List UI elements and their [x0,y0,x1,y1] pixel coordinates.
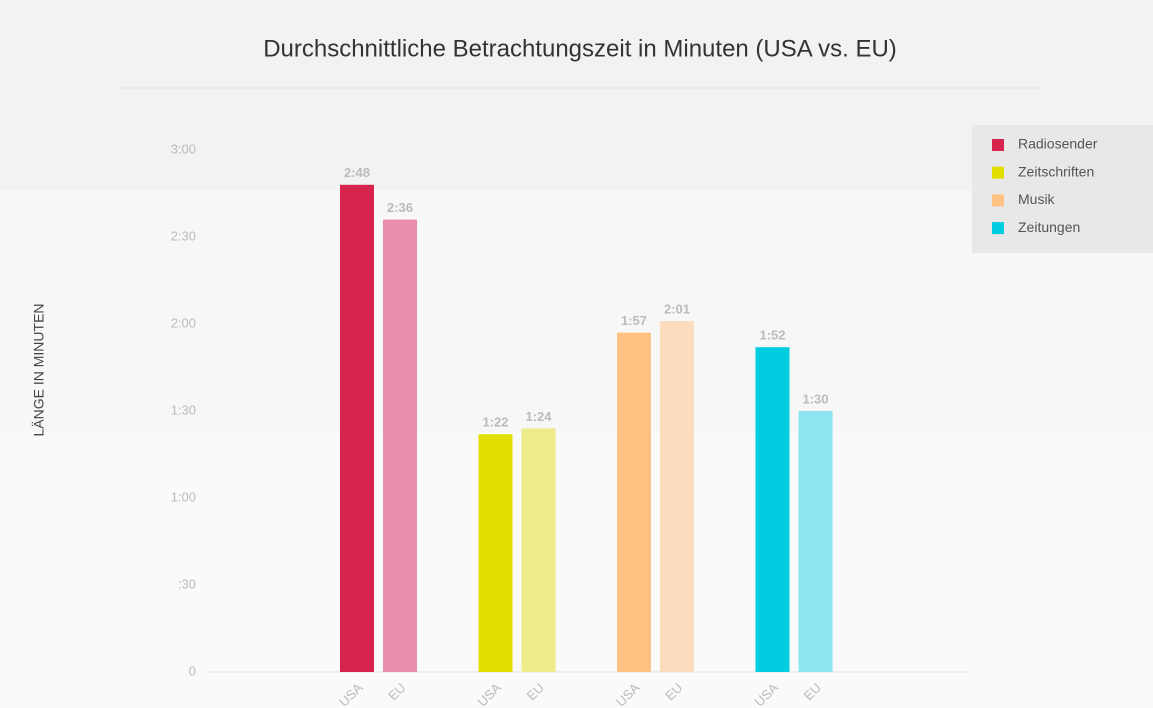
bar [478,434,513,672]
y-axis-label: LÄNGE IN MINUTEN [31,303,47,436]
bar [521,428,556,672]
legend-swatch [992,166,1004,179]
y-tick-label: 2:00 [171,315,196,330]
value-label: 2:36 [387,200,413,215]
legend-swatch [992,222,1004,235]
value-label: 2:48 [344,165,370,180]
legend-swatch [992,139,1004,151]
bg-band [0,190,1153,432]
bar [660,321,694,672]
bar [340,184,374,673]
bar [617,332,651,672]
y-tick-label: 3:00 [171,141,196,156]
y-tick-label: 1:30 [171,402,196,417]
legend-label: Musik [1018,191,1056,207]
legend-label: Radiosender [1018,136,1098,152]
bar [383,219,417,672]
value-label: 1:30 [802,391,828,406]
bg-band [0,432,1153,708]
bar [755,347,790,672]
legend-label: Zeitungen [1018,219,1080,235]
legend-swatch [992,194,1004,207]
legend-label: Zeitschriften [1018,163,1094,179]
y-tick-label: :30 [178,576,196,591]
chart-title: Durchschnittliche Betrachtungszeit in Mi… [263,35,897,62]
y-tick-label: 1:00 [171,489,196,504]
value-label: 1:52 [759,328,785,343]
y-tick-label: 2:30 [171,228,196,243]
value-label: 2:01 [664,302,690,317]
value-label: 1:24 [525,409,552,424]
y-tick-label: 0 [189,663,196,678]
bar [798,411,833,672]
value-label: 1:57 [621,313,647,328]
bg-band [0,0,1153,190]
value-label: 1:22 [482,415,508,430]
